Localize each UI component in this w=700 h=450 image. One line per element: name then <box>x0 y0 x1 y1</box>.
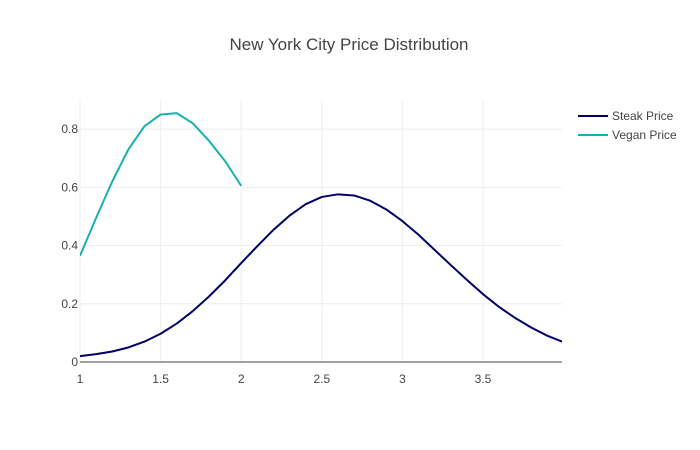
series-line-vegan-price <box>80 112 243 257</box>
y-tick-label: 0.8 <box>61 122 78 136</box>
y-tick-label: 0.6 <box>61 180 78 194</box>
legend-label: Steak Price <box>612 109 674 123</box>
axes: 0 0.2 0.4 0.6 0.8 1 1.5 2 2.5 3 3.5 <box>61 122 562 386</box>
y-tick-label: 0 <box>71 355 78 369</box>
legend-item-vegan-price[interactable]: Vegan Price <box>578 128 677 142</box>
legend-item-steak-price[interactable]: Steak Price <box>578 109 674 123</box>
gridlines <box>79 100 562 362</box>
legend[interactable]: Steak Price Vegan Price <box>578 109 677 142</box>
y-tick-label: 0.4 <box>61 239 78 253</box>
x-tick-label: 3.5 <box>475 372 492 386</box>
series-line-steak-price <box>80 193 562 358</box>
legend-label: Vegan Price <box>612 128 677 142</box>
chart-title: New York City Price Distribution <box>229 35 468 54</box>
x-tick-label: 2.5 <box>313 372 330 386</box>
x-tick-label: 3 <box>399 372 406 386</box>
x-tick-label: 2 <box>238 372 245 386</box>
y-tick-label: 0.2 <box>61 297 78 311</box>
x-tick-label: 1.5 <box>152 372 169 386</box>
x-tick-label: 1 <box>77 372 84 386</box>
series-layer <box>80 112 562 358</box>
